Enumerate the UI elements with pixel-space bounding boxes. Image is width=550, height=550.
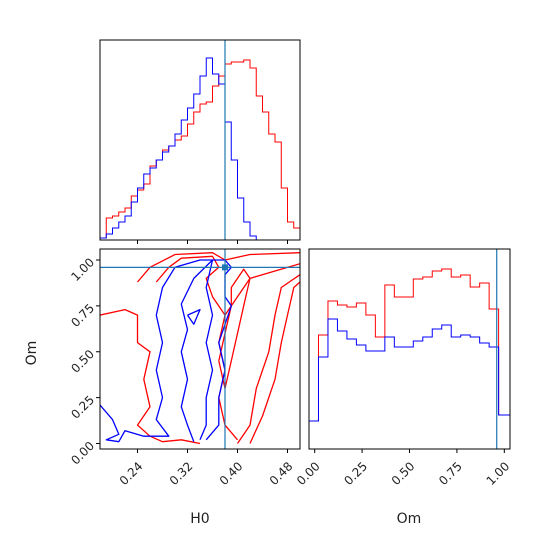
blue-contour-line xyxy=(180,259,213,442)
blue-histogram-step xyxy=(309,318,510,449)
x-axis-label-h0: H0 xyxy=(190,511,209,527)
red-contour-line xyxy=(249,281,300,444)
blue-contour-line xyxy=(100,259,232,443)
x-axis-label-om: Om xyxy=(397,511,422,527)
y-axis-label-om: Om xyxy=(24,341,40,366)
blue-contour-line xyxy=(186,308,201,325)
red-histogram-step xyxy=(100,59,300,240)
red-histogram-step xyxy=(309,268,510,449)
blue-contour-line xyxy=(199,259,214,441)
panel-frame xyxy=(99,39,301,241)
panel-frame xyxy=(99,248,301,450)
blue-histogram-step xyxy=(100,57,300,240)
red-contour-line xyxy=(100,308,201,445)
h0-histogram-panel xyxy=(99,39,301,244)
truth-marker xyxy=(222,264,228,271)
red-contour-line xyxy=(218,268,251,390)
red-contour-line xyxy=(236,274,300,444)
